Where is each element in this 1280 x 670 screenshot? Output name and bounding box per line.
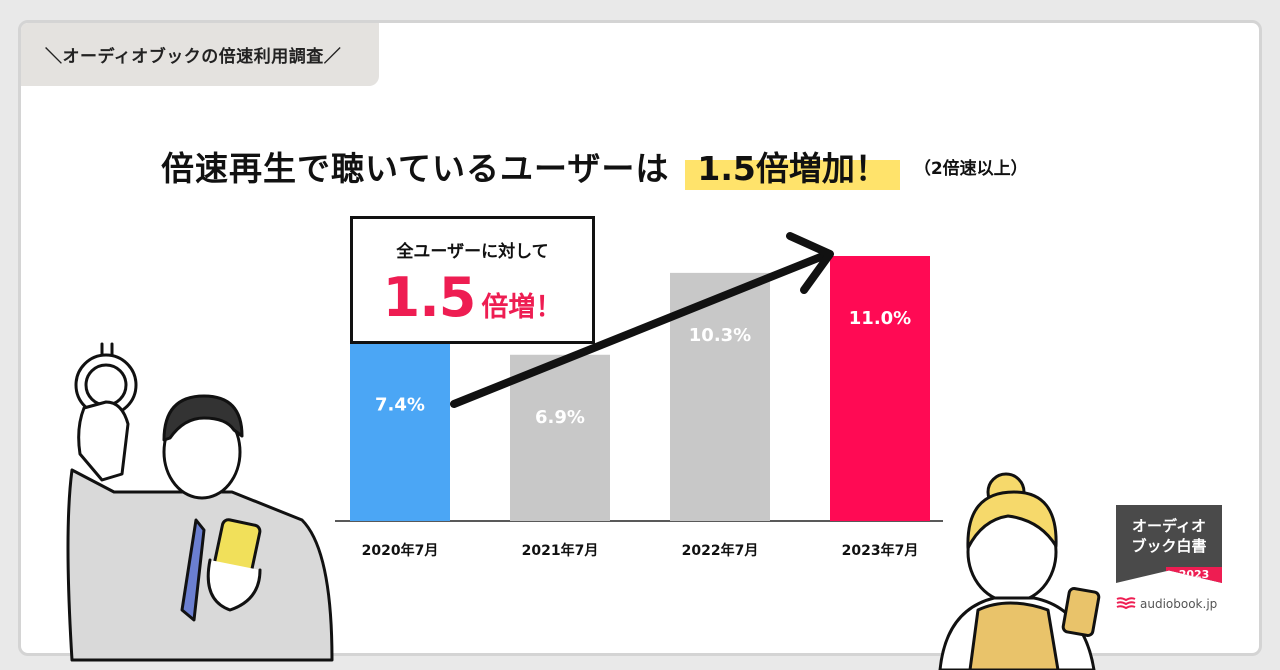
value-label-2: 6.9%	[535, 407, 585, 428]
bar-2	[510, 354, 610, 521]
badge-line2: ブック白書	[1131, 537, 1207, 555]
survey-tag: ＼オーディオブックの倍速利用調査／	[21, 23, 379, 86]
headline-main: 倍速再生で聴いているユーザーは	[161, 149, 670, 188]
value-label-1: 7.4%	[375, 395, 425, 416]
brand-logo: audiobook.jp	[1116, 597, 1217, 611]
category-label-1: 2020年7月	[362, 542, 439, 559]
category-label-2: 2021年7月	[522, 542, 599, 559]
woman-illustration	[938, 472, 1101, 670]
badge-line1: オーディオ	[1132, 517, 1206, 535]
callout-suffix: 倍増！	[481, 292, 563, 323]
growth-callout: 全ユーザーに対して 1.5 倍増！	[350, 216, 595, 344]
callout-line1: 全ユーザーに対して	[396, 242, 549, 262]
book-icon	[1116, 597, 1136, 610]
headline-highlight: 1.5倍増加！	[685, 142, 900, 190]
brand-name: audiobook.jp	[1140, 597, 1218, 611]
bar-1	[350, 342, 450, 521]
man-illustration	[66, 342, 334, 662]
category-label-3: 2022年7月	[682, 542, 759, 559]
headline-note: （2倍速以上）	[913, 158, 1028, 179]
value-label-4: 11.0%	[849, 308, 911, 329]
headline: 倍速再生で聴いているユーザーは 1.5倍増加！ （2倍速以上）	[161, 141, 1028, 191]
callout-multiplier: 1.5	[382, 266, 477, 329]
bar-4	[830, 256, 930, 521]
category-label-4: 2023年7月	[842, 542, 919, 559]
trend-arrow	[450, 232, 834, 408]
value-label-3: 10.3%	[689, 325, 751, 346]
